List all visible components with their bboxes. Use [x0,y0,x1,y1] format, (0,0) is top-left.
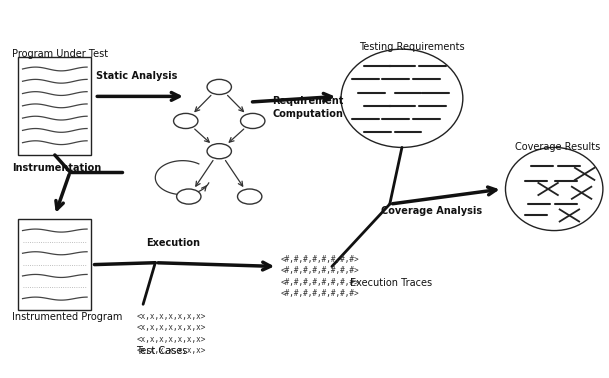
Text: Instrumentation: Instrumentation [12,163,102,173]
Text: Coverage Analysis: Coverage Analysis [381,206,482,216]
FancyBboxPatch shape [18,57,91,155]
Text: Instrumented Program: Instrumented Program [12,312,122,322]
Text: <x,x,x,x,x,x,x>: <x,x,x,x,x,x,x> [137,346,206,355]
Text: <#,#,#,#,#,#,#,#>: <#,#,#,#,#,#,#,#> [280,278,359,287]
Text: Program Under Test: Program Under Test [12,49,108,59]
Circle shape [207,144,231,159]
Text: <#,#,#,#,#,#,#,#>: <#,#,#,#,#,#,#,#> [280,266,359,276]
Text: <#,#,#,#,#,#,#,#>: <#,#,#,#,#,#,#,#> [280,289,359,298]
Ellipse shape [505,147,603,231]
Text: <#,#,#,#,#,#,#,#>: <#,#,#,#,#,#,#,#> [280,255,359,264]
Text: Test Cases: Test Cases [136,346,187,356]
Text: Coverage Results: Coverage Results [515,142,600,152]
FancyBboxPatch shape [18,219,91,310]
Text: Execution Traces: Execution Traces [350,278,432,288]
Circle shape [207,79,231,94]
Text: <x,x,x,x,x,x,x>: <x,x,x,x,x,x,x> [137,323,206,332]
Text: <x,x,x,x,x,x,x>: <x,x,x,x,x,x,x> [137,312,206,321]
Text: <x,x,x,x,x,x,x>: <x,x,x,x,x,x,x> [137,335,206,344]
Circle shape [177,189,201,204]
Circle shape [174,113,198,129]
Text: Static Analysis: Static Analysis [96,71,178,81]
Ellipse shape [341,49,463,147]
Circle shape [238,189,262,204]
Text: Testing Requirements: Testing Requirements [359,42,465,51]
Text: Requirement
Computation: Requirement Computation [272,96,343,119]
Text: Execution: Execution [147,238,200,248]
Circle shape [241,113,265,129]
